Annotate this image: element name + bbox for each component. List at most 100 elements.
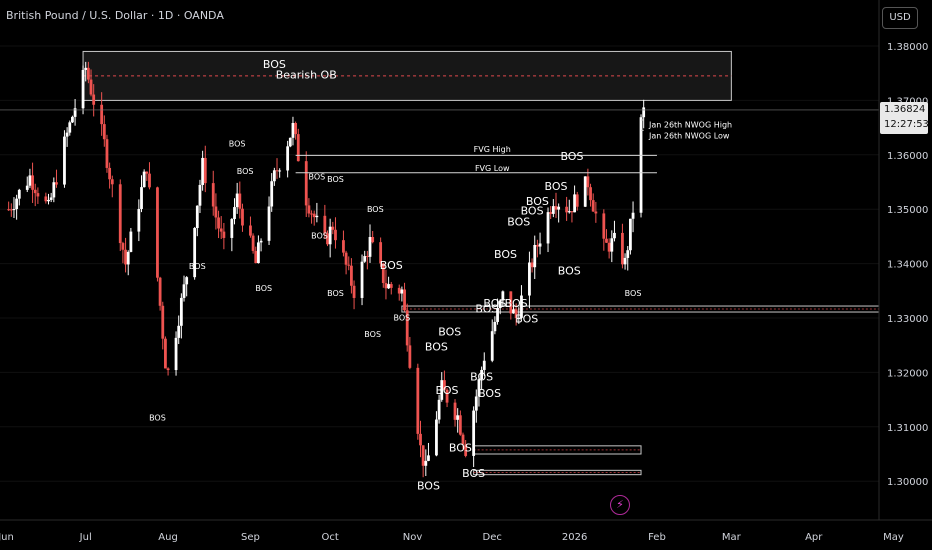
bos-label: BOS (507, 216, 530, 229)
candle-body (573, 194, 576, 213)
x-tick-label: Aug (158, 532, 178, 543)
bos-label: BOS (309, 172, 326, 181)
candle-body (121, 243, 125, 250)
candle-body (389, 284, 393, 288)
bos-label: BOS (462, 467, 485, 480)
candle-body (472, 410, 476, 456)
candle-body (100, 104, 104, 125)
candle-body (421, 445, 425, 466)
candle-body (272, 170, 276, 182)
candle-body (36, 193, 40, 197)
candle-body (294, 123, 298, 135)
candle-body (403, 289, 406, 311)
candle-body (145, 171, 149, 174)
x-tick-label: Jun (0, 532, 14, 543)
candle-body (567, 211, 571, 213)
candle-body (602, 213, 606, 239)
y-tick-label: 1.31000 (887, 423, 928, 434)
candle-body (464, 444, 468, 456)
candle-body (642, 107, 646, 118)
candle-body (437, 399, 441, 420)
candle-body (214, 206, 218, 218)
candle-body (211, 183, 215, 207)
y-tick-label: 1.34000 (887, 260, 928, 271)
candle-body (238, 193, 242, 209)
last-price-value: 1.36824 (884, 104, 926, 115)
candle-body (371, 237, 375, 243)
candle-body (201, 157, 205, 185)
candle-body (570, 211, 574, 213)
candle-body (342, 240, 345, 253)
candle-body (275, 170, 279, 172)
price-axis[interactable]: 1.30000 1.31000 1.32000 1.33000 1.34000 1.350… (878, 0, 928, 520)
candle-body (384, 282, 388, 289)
candle-body (536, 244, 539, 247)
candle-body (63, 136, 66, 185)
candle-body (557, 206, 561, 210)
candle-body (512, 309, 515, 314)
candle-body (31, 175, 34, 190)
candle-body (323, 215, 327, 234)
candle-body (47, 199, 50, 202)
candle-body (307, 205, 311, 214)
symbol-title[interactable]: British Pound / U.S. Dollar · 1D · OANDA (6, 9, 224, 22)
lightning-icon[interactable]: ⚡ (610, 495, 630, 515)
candle-body (164, 338, 167, 369)
candle-body (453, 402, 457, 420)
candle-body (493, 321, 497, 332)
candle-body (490, 331, 494, 361)
candle-body (416, 367, 420, 434)
candle-body (554, 206, 558, 210)
candle-body (230, 219, 234, 238)
bos-label: BOS (558, 264, 581, 277)
candle-body (73, 108, 77, 117)
time-axis[interactable]: Jun Jul Aug Sep Oct Nov Dec 2026 Feb Mar Apr May (0, 519, 932, 543)
candle-body (509, 291, 513, 314)
candle-body (538, 243, 542, 247)
candle-body (92, 94, 96, 105)
x-tick-label: May (883, 532, 904, 543)
candle-body (198, 184, 202, 206)
candle-body (241, 208, 244, 226)
bos-label: BOS (364, 330, 381, 339)
candle-body (607, 242, 611, 252)
candle-body (381, 263, 385, 283)
candle-body (158, 277, 162, 306)
candle-body (86, 67, 90, 80)
candle-body (7, 209, 11, 211)
candle-body (315, 215, 319, 218)
candle-body (12, 209, 16, 211)
candle-body (408, 345, 412, 368)
y-tick-label: 1.32000 (887, 368, 928, 379)
candle-body (528, 262, 531, 296)
candle-body (501, 291, 505, 301)
candle-body (517, 317, 521, 319)
candle-body (89, 79, 93, 95)
candle-body (267, 206, 271, 241)
candle-body (182, 284, 186, 298)
candle-body (108, 167, 112, 180)
annotation-label: FVG Low (475, 164, 510, 173)
candle-body (546, 212, 550, 244)
candle-body (217, 217, 220, 229)
currency-button[interactable]: USD (882, 7, 918, 29)
candle-body (126, 251, 130, 265)
candle-body (254, 250, 258, 264)
annotation-label: FVG High (474, 145, 511, 154)
candle-body (222, 231, 226, 238)
candle-body (533, 244, 537, 268)
candle-body (71, 116, 74, 123)
candle-body (68, 122, 72, 133)
levels (0, 109, 879, 174)
bos-label: BOS (521, 205, 544, 218)
candle-body (219, 228, 223, 232)
candle-body (482, 360, 486, 370)
candle-body (387, 284, 391, 289)
candle-body (496, 308, 499, 322)
candle-body (249, 225, 252, 236)
candle-body (591, 200, 595, 212)
candle-body (195, 205, 199, 229)
candle-body (480, 369, 484, 380)
